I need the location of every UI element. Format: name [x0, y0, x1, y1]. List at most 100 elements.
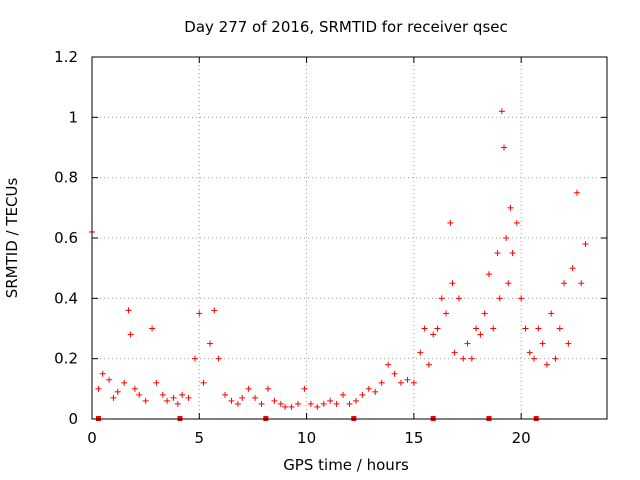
data-point	[200, 379, 207, 386]
data-point	[307, 400, 314, 407]
data-point	[447, 219, 454, 226]
data-point	[434, 325, 441, 332]
data-point	[425, 361, 432, 368]
data-point	[443, 310, 450, 317]
data-point	[271, 397, 278, 404]
data-point	[543, 361, 550, 368]
y-tick-label: 0.2	[54, 350, 78, 368]
data-point	[552, 355, 559, 362]
data-point	[153, 379, 160, 386]
data-point	[301, 385, 308, 392]
data-point	[417, 349, 424, 356]
data-point	[159, 391, 166, 398]
data-point	[522, 325, 529, 332]
x-axis-label: GPS time / hours	[283, 456, 409, 474]
data-point	[192, 355, 198, 362]
data-point	[372, 388, 379, 395]
data-point	[164, 397, 171, 404]
data-point	[106, 376, 113, 383]
data-point	[121, 379, 128, 386]
data-point	[131, 385, 138, 392]
data-point	[110, 394, 117, 401]
data-point	[149, 325, 156, 332]
data-point	[498, 108, 505, 115]
data-point	[277, 400, 284, 407]
data-point	[215, 355, 222, 362]
data-point	[460, 355, 467, 362]
data-point	[507, 204, 514, 211]
data-point	[378, 379, 385, 386]
data-point	[207, 340, 214, 347]
data-point	[505, 280, 512, 287]
data-point	[170, 394, 177, 401]
data-point	[531, 355, 538, 362]
y-tick-label: 1.2	[54, 48, 78, 66]
data-point	[282, 403, 289, 410]
data-point	[410, 379, 417, 386]
data-point	[535, 325, 542, 332]
data-point	[501, 144, 507, 151]
y-axis-label: SRMTID / TECUs	[3, 178, 21, 299]
data-point	[496, 295, 503, 302]
data-point	[365, 385, 372, 392]
data-point	[127, 331, 134, 338]
data-point	[264, 385, 271, 392]
plot-frame	[91, 56, 608, 420]
data-point	[185, 394, 192, 401]
data-point	[295, 400, 301, 407]
chart-title: Day 277 of 2016, SRMTID for receiver qse…	[184, 18, 507, 36]
data-point	[252, 394, 259, 401]
data-point	[359, 391, 366, 398]
data-point	[258, 400, 265, 407]
data-point	[239, 394, 246, 401]
data-point	[320, 400, 327, 407]
data-point	[509, 250, 516, 257]
data-point	[340, 391, 347, 398]
data-point	[385, 361, 392, 368]
data-point	[327, 397, 334, 404]
data-point	[142, 397, 149, 404]
data-point	[352, 397, 359, 404]
data-point	[503, 235, 510, 241]
data-point	[314, 403, 321, 410]
x-tick-label: 0	[87, 429, 97, 447]
data-point	[468, 355, 475, 362]
data-point	[391, 370, 398, 377]
x-tick-label: 15	[404, 429, 423, 447]
data-point	[573, 189, 580, 196]
data-point	[578, 280, 585, 287]
x-tick-label: 10	[297, 429, 316, 447]
data-point	[464, 340, 471, 347]
data-point	[490, 325, 497, 332]
points-layer	[89, 108, 589, 410]
data-point	[288, 403, 295, 410]
data-point	[477, 331, 484, 338]
data-point	[245, 385, 252, 392]
data-point	[222, 391, 229, 398]
x-tick-label: 20	[512, 429, 531, 447]
x-tick-label: 5	[195, 429, 205, 447]
data-point	[561, 280, 568, 287]
data-point	[481, 310, 488, 317]
y-tick-label: 0.6	[54, 229, 78, 247]
data-point	[485, 271, 492, 278]
data-point	[179, 391, 186, 398]
data-point	[234, 400, 241, 407]
grid-layer	[92, 57, 607, 419]
data-point	[95, 385, 102, 392]
data-point	[451, 349, 458, 356]
data-point	[569, 265, 576, 272]
data-point	[438, 295, 445, 302]
data-point	[228, 397, 235, 404]
data-point	[455, 295, 462, 302]
data-point	[398, 379, 404, 386]
data-point	[125, 307, 132, 314]
data-point	[333, 400, 340, 407]
data-point	[518, 295, 525, 302]
y-tick-label: 1	[68, 108, 78, 126]
data-point	[196, 310, 203, 317]
data-point	[114, 388, 121, 395]
data-point	[430, 331, 437, 338]
data-point	[526, 349, 533, 356]
